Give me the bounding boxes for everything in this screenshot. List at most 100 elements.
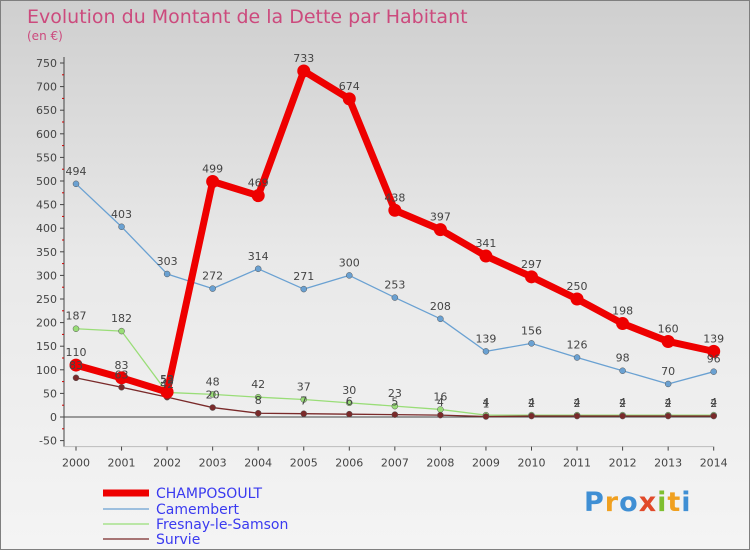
data-label: 156 — [521, 324, 542, 337]
data-point — [254, 409, 262, 417]
data-label: 5 — [391, 396, 398, 409]
data-label: 6 — [346, 395, 353, 408]
data-label: 1 — [482, 398, 489, 411]
data-label: 70 — [661, 365, 675, 378]
data-label: 271 — [293, 270, 314, 283]
data-point — [528, 340, 535, 347]
y-tick-label: 600 — [36, 128, 57, 141]
data-point — [664, 412, 672, 420]
data-point — [388, 203, 402, 217]
y-tick-label: 0 — [50, 411, 57, 424]
data-label: 208 — [430, 300, 451, 313]
data-label: 499 — [202, 162, 223, 175]
y-tick-label: 650 — [36, 104, 57, 117]
data-label: 42 — [251, 378, 265, 391]
data-point — [297, 64, 311, 78]
data-label: 272 — [202, 270, 223, 283]
y-tick-label: 550 — [36, 151, 57, 164]
data-point — [391, 294, 399, 301]
data-point — [118, 384, 125, 391]
x-tick-label: 2002 — [153, 457, 181, 470]
data-label: 160 — [658, 322, 679, 335]
data-label: 469 — [248, 177, 269, 190]
x-tick-label: 2007 — [381, 457, 409, 470]
data-label: 303 — [157, 255, 178, 268]
data-label: 139 — [703, 332, 724, 345]
data-label: 126 — [567, 339, 588, 352]
data-label: 403 — [111, 208, 132, 221]
data-point — [206, 174, 220, 188]
data-point — [391, 411, 399, 418]
data-point — [661, 334, 675, 348]
data-label: 4 — [574, 396, 581, 409]
data-label: 253 — [384, 279, 405, 292]
data-point — [573, 354, 581, 361]
data-label: 4 — [619, 396, 626, 409]
data-point — [391, 402, 399, 410]
data-point — [616, 317, 630, 331]
data-label: 83 — [69, 359, 83, 372]
data-label: 4 — [528, 396, 535, 409]
data-label: 314 — [248, 250, 269, 263]
data-point — [433, 223, 447, 237]
data-label: 198 — [612, 305, 633, 318]
x-tick-label: 2003 — [199, 457, 227, 470]
data-label: 4 — [665, 396, 672, 409]
logo-letter: i — [681, 487, 692, 518]
data-point — [118, 327, 125, 335]
legend-label: CHAMPOSOULT — [156, 486, 262, 502]
y-tick-label: 300 — [36, 269, 57, 282]
logo-letter: i — [657, 487, 668, 518]
y-tick-label: 100 — [36, 364, 57, 377]
logo-letter: t — [667, 487, 682, 518]
data-point — [664, 380, 672, 388]
y-tick-label: 500 — [36, 175, 57, 188]
data-label: 2 — [665, 397, 672, 410]
data-label: 52 — [160, 373, 174, 386]
proxiti-logo: Proxiti — [584, 487, 692, 518]
data-point — [254, 265, 262, 273]
data-label: 674 — [339, 80, 360, 93]
data-point — [342, 92, 356, 106]
data-label: 4 — [710, 396, 717, 409]
data-label: 397 — [430, 211, 451, 224]
data-point — [300, 285, 307, 293]
chart-title: Evolution du Montant de la Dette par Hab… — [27, 6, 468, 28]
data-point — [346, 410, 353, 418]
y-tick-label: 200 — [36, 317, 57, 330]
data-label: 2 — [528, 397, 535, 410]
data-label: 2 — [619, 397, 626, 410]
data-label: 494 — [66, 165, 87, 178]
data-point — [437, 315, 444, 323]
x-tick-label: 2014 — [700, 457, 728, 470]
y-tick-label: 450 — [36, 199, 57, 212]
data-point — [482, 413, 490, 420]
data-point — [573, 412, 581, 420]
data-point — [346, 399, 353, 407]
data-point — [619, 367, 626, 374]
data-point — [251, 189, 265, 203]
y-tick-label: -50 — [39, 435, 57, 448]
x-tick-label: 2000 — [62, 457, 90, 470]
x-tick-label: 2012 — [609, 457, 637, 470]
data-point — [300, 410, 307, 417]
data-point — [72, 180, 80, 188]
data-point — [525, 270, 538, 284]
data-label: 110 — [66, 346, 87, 359]
data-point — [300, 396, 307, 403]
legend-label: Survie — [156, 532, 200, 548]
data-point — [710, 368, 717, 375]
data-point — [69, 358, 83, 372]
data-label: 300 — [339, 256, 360, 269]
y-tick-label: 350 — [36, 246, 57, 259]
data-point — [528, 412, 535, 420]
data-label: 53 — [160, 373, 174, 386]
data-label: 4 — [482, 396, 489, 409]
data-label: 83 — [115, 359, 129, 372]
logo-letter: o — [619, 487, 639, 518]
data-point — [346, 272, 353, 279]
legend-label: Fresnay-le-Samson — [156, 517, 288, 533]
y-tick-label: 400 — [36, 222, 57, 235]
data-point — [570, 292, 584, 306]
data-point — [72, 325, 80, 332]
